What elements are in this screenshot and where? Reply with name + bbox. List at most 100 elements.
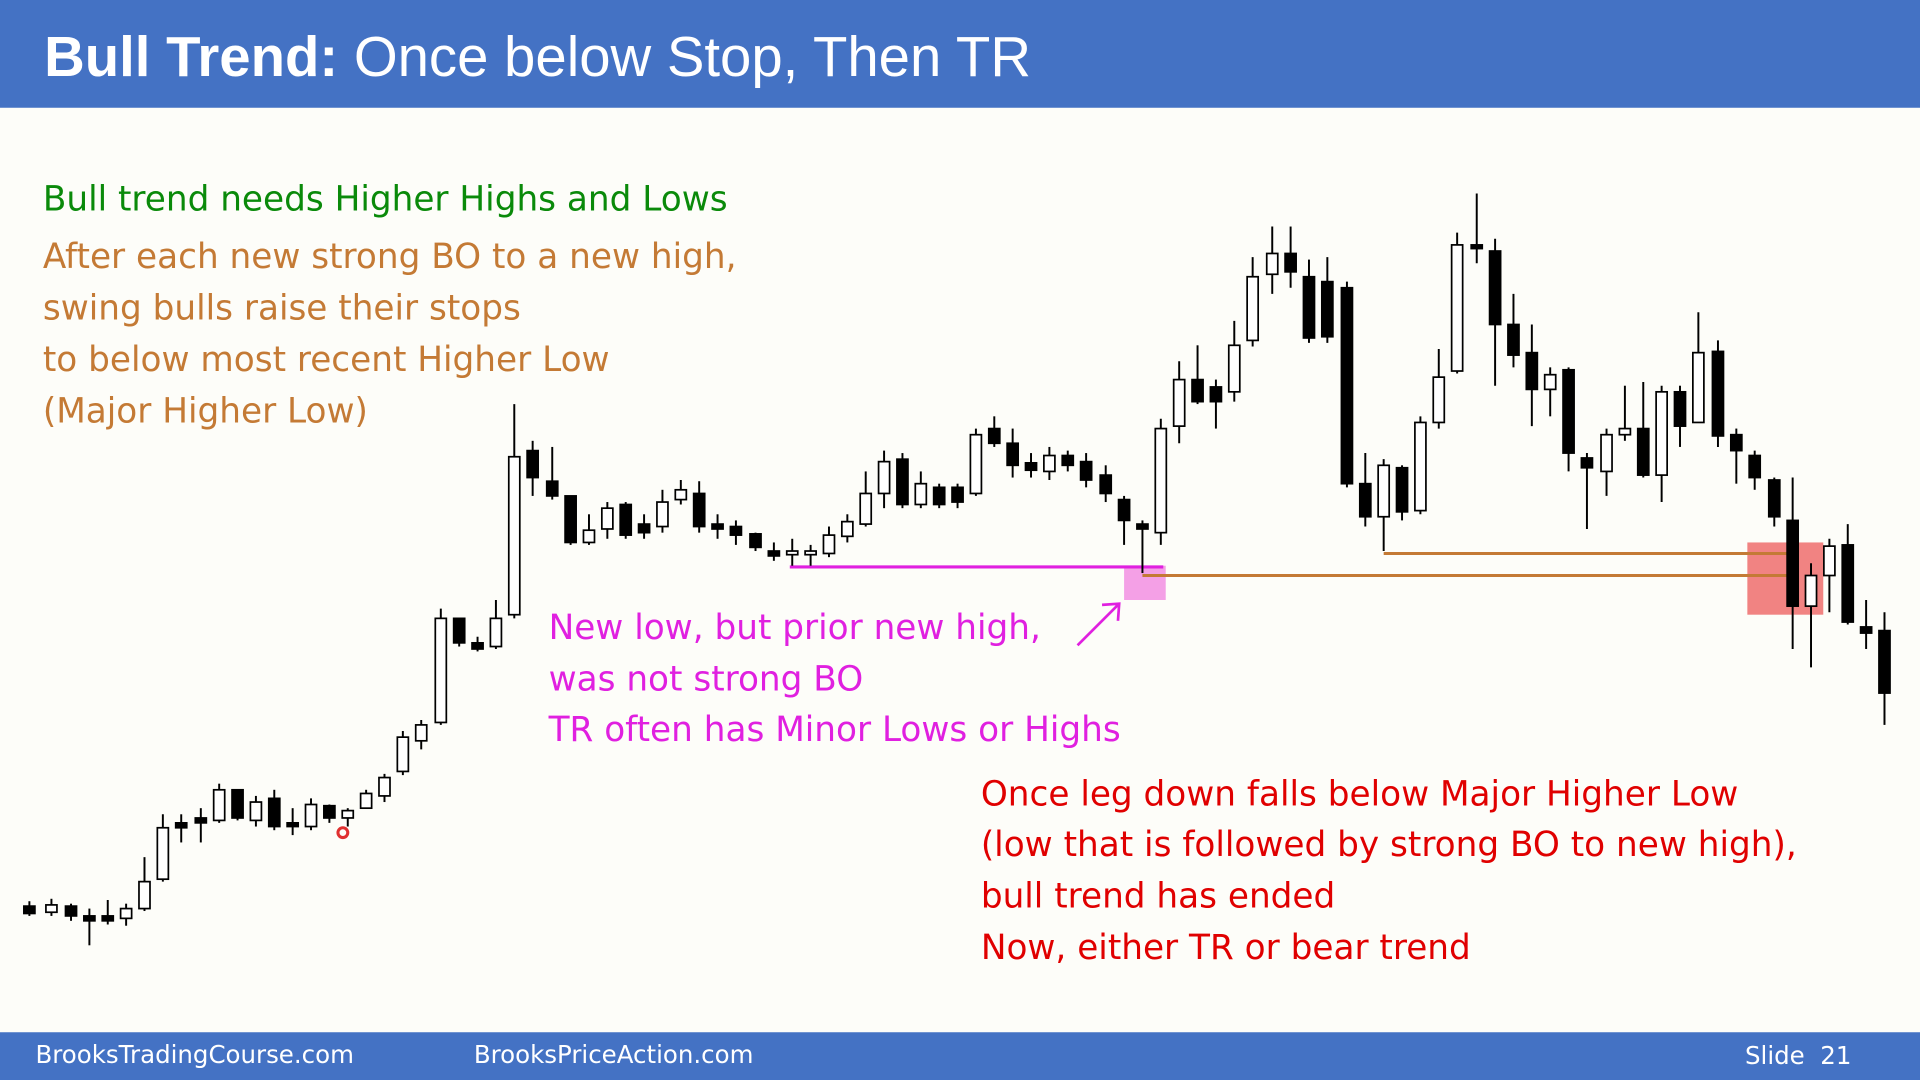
candle xyxy=(323,804,336,823)
candle-body xyxy=(1117,498,1131,522)
candle xyxy=(1525,324,1539,427)
candle-body xyxy=(1006,442,1020,467)
candle xyxy=(1562,367,1575,472)
note-line: to below most recent Higher Low xyxy=(43,340,610,380)
candle-body xyxy=(1767,479,1781,518)
candle xyxy=(1358,453,1372,527)
candle xyxy=(1450,232,1464,374)
candle-body xyxy=(267,797,281,828)
candle xyxy=(1340,281,1354,488)
note-line: bull trend has ended xyxy=(981,876,1335,916)
candle-body xyxy=(1284,252,1297,273)
candle xyxy=(582,514,596,545)
candle xyxy=(1154,418,1168,545)
candle xyxy=(138,857,151,912)
candle xyxy=(507,404,521,619)
candle-body xyxy=(545,480,559,497)
candle-body xyxy=(619,503,633,536)
candle-body xyxy=(932,486,946,506)
candle xyxy=(637,514,651,539)
candle-body xyxy=(1786,519,1800,607)
candle-body xyxy=(749,533,762,549)
candle xyxy=(1655,385,1668,503)
candle xyxy=(434,608,448,725)
candle-body xyxy=(822,534,836,555)
candle-body xyxy=(987,427,1001,445)
slide-number: Slide 21 xyxy=(1745,1041,1851,1070)
candle-body xyxy=(656,501,669,528)
candle-body xyxy=(582,529,596,544)
note-line: Now, either TR or bear trend xyxy=(981,928,1471,968)
candle xyxy=(1729,428,1743,484)
candle-body xyxy=(83,915,96,922)
candle xyxy=(1767,477,1781,527)
candle xyxy=(1320,257,1334,343)
candle-body xyxy=(951,486,964,503)
candle-body xyxy=(507,455,521,616)
candle xyxy=(1823,538,1836,613)
candle-body xyxy=(1227,344,1241,393)
candle xyxy=(1488,238,1502,386)
candle-body xyxy=(1061,454,1075,467)
candle-body xyxy=(674,488,688,501)
note-line: Once leg down falls below Major Higher L… xyxy=(981,775,1738,815)
candle-body xyxy=(304,803,318,828)
candle-body xyxy=(1711,350,1725,437)
note-line: (Major Higher Low) xyxy=(43,391,368,431)
candle xyxy=(840,514,854,543)
candle-body xyxy=(1600,433,1613,473)
candle xyxy=(231,788,244,821)
candle xyxy=(1859,600,1873,649)
candle-body xyxy=(138,880,151,910)
candle xyxy=(304,798,318,831)
candle xyxy=(785,538,799,566)
candle-body xyxy=(1265,252,1279,276)
candle xyxy=(1079,453,1093,488)
candle-body xyxy=(212,788,226,822)
candle xyxy=(859,471,873,527)
title-bold: Bull Trend: xyxy=(44,25,338,88)
candle xyxy=(969,428,983,496)
candle-body xyxy=(1395,466,1409,513)
candle xyxy=(1191,345,1204,405)
candle xyxy=(1804,563,1818,668)
candle xyxy=(1432,348,1446,429)
candle xyxy=(564,495,577,545)
candle xyxy=(1302,259,1316,343)
candle-body xyxy=(526,449,540,479)
candle xyxy=(1227,320,1241,402)
note-orange: After each new strong BO to a new high, … xyxy=(43,237,737,431)
candle xyxy=(600,502,614,539)
candle xyxy=(822,526,836,558)
candle xyxy=(286,808,300,836)
candle xyxy=(45,898,58,916)
candle-body xyxy=(1302,275,1316,339)
candle xyxy=(1470,193,1484,264)
candle xyxy=(23,901,36,916)
candle xyxy=(174,814,188,843)
candle xyxy=(692,481,706,533)
candle xyxy=(1377,459,1391,552)
candle xyxy=(1006,428,1020,478)
candle xyxy=(987,416,1001,447)
cursor-dot xyxy=(336,826,350,840)
candle xyxy=(1507,293,1520,368)
candle-body xyxy=(1470,244,1484,250)
candle xyxy=(341,808,355,827)
candle xyxy=(1265,226,1279,294)
candlesticks xyxy=(23,193,1891,946)
candle xyxy=(1580,453,1594,529)
candle xyxy=(212,783,226,823)
candle xyxy=(1414,416,1427,515)
candle xyxy=(674,480,688,505)
candle-body xyxy=(323,804,336,819)
note-line: was not strong BO xyxy=(549,660,864,700)
title-rest: Once below Stop, Then TR xyxy=(354,25,1031,88)
candle-body xyxy=(1525,351,1539,391)
candle xyxy=(1136,520,1149,574)
candle-body xyxy=(1562,368,1575,454)
note-red: Once leg down falls below Major Higher L… xyxy=(981,775,1797,968)
candle-body xyxy=(231,788,244,819)
candle xyxy=(1711,340,1725,447)
